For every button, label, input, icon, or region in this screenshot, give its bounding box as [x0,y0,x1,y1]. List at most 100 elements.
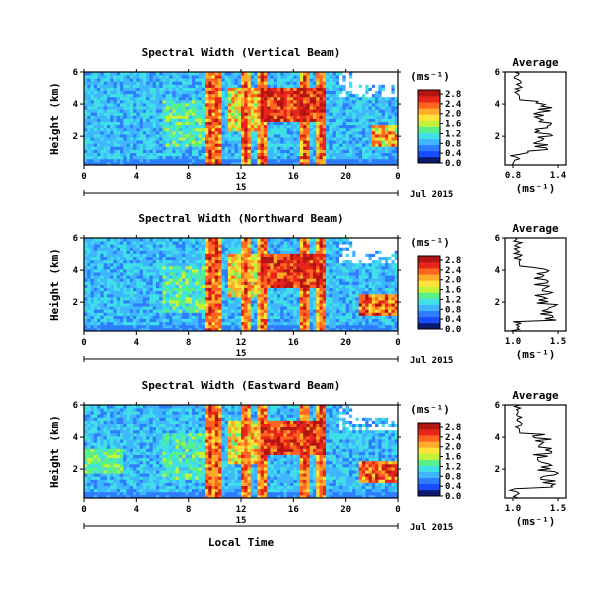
heatmap-cell [257,118,262,122]
heatmap-cell [303,287,307,292]
heatmap-cell [97,327,101,332]
heatmap-cell [394,109,399,113]
heatmap-cell [342,161,347,166]
heatmap-cell [224,78,229,82]
heatmap-cell [162,284,167,288]
heatmap-cell [169,287,173,292]
heatmap-cell [378,137,383,141]
heatmap-cell [84,287,88,292]
heatmap-cell [116,109,121,113]
heatmap-cell [191,296,196,301]
heatmap-cell [119,93,124,98]
heatmap-cell [221,312,226,316]
heatmap-cell [280,158,284,163]
heatmap-cell [312,84,317,88]
heatmap-cell [191,72,196,76]
heatmap-cell [247,103,252,107]
heatmap-cell [227,124,232,129]
heatmap-cell [345,84,350,88]
heatmap-cell [162,115,167,119]
heatmap-cell [218,140,222,144]
heatmap-cell [303,124,307,129]
heatmap-cell [227,72,232,76]
heatmap-cell [188,75,193,79]
heatmap-cell [244,140,248,144]
heatmap-cell [339,72,343,76]
heatmap-cell [123,161,127,166]
heatmap-cell [244,143,248,147]
heatmap-cell [103,324,108,329]
heatmap-cell [149,81,154,85]
heatmap-cell [214,134,219,138]
heatmap-cell [116,106,121,110]
heatmap-cell [231,247,235,251]
heatmap-cell [93,124,98,129]
heatmap-cell [224,99,229,104]
heatmap-cell [178,309,183,313]
heatmap-cell [182,127,186,132]
heatmap-cell [205,284,209,288]
heatmap-cell [97,93,101,98]
heatmap-cell [188,149,193,153]
heatmap-cell [254,146,258,150]
heatmap-cell [286,152,291,157]
heatmap-cell [329,78,333,82]
heatmap-cell [286,118,291,122]
colorbar-tick-label: 0.8 [445,139,461,149]
heatmap-cell [306,72,311,76]
heatmap-cell [332,149,337,153]
heatmap-cell [159,290,163,295]
heatmap-cell [319,96,324,101]
heatmap-cell [267,244,271,248]
heatmap-cell [188,90,193,95]
heatmap-cell [254,290,258,295]
heatmap-cell [182,93,186,98]
heatmap-cell [368,152,373,157]
heatmap-cell [241,146,245,150]
x-tick-label: 4 [134,172,140,182]
heatmap-cell [290,281,294,285]
heatmap-cell [103,259,108,264]
heatmap-cell [139,130,144,135]
heatmap-cell [182,78,186,82]
heatmap-cell [162,78,167,82]
heatmap-cell [103,275,108,279]
heatmap-cell [136,315,140,319]
heatmap-cell [90,259,95,264]
heatmap-cell [371,124,376,129]
heatmap-cell [159,81,163,85]
heatmap-cell [208,152,212,157]
heatmap-cell [195,315,199,319]
heatmap-cell [119,78,124,82]
heatmap-cell [355,143,360,147]
colorbar-swatch [418,132,440,139]
heatmap-cell [267,247,271,251]
heatmap-cell [247,99,252,104]
heatmap-cell [182,155,186,160]
heatmap-cell [87,75,91,79]
heatmap-cell [155,103,160,107]
heatmap-cell [100,124,105,129]
heatmap-cell [119,265,124,270]
heatmap-cell [201,256,206,261]
heatmap-cell [126,109,131,113]
heatmap-cell [123,143,127,147]
heatmap-cell [254,259,258,264]
average-y-tick-label: 4 [495,100,501,110]
heatmap-cell [335,78,340,82]
heatmap-cell [286,137,291,141]
heatmap-cell [224,115,229,119]
heatmap-cell [280,152,284,157]
heatmap-cell [329,137,333,141]
heatmap-cell [290,321,294,326]
heatmap-cell [299,75,304,79]
heatmap-cell [348,72,353,76]
heatmap-cell [296,296,301,301]
heatmap-cell [113,161,118,166]
heatmap-cell [283,296,288,301]
heatmap-cell [286,90,291,95]
heatmap-cell [191,84,196,88]
heatmap-cell [106,321,111,326]
heatmap-cell [198,124,203,129]
heatmap-cell [146,146,150,150]
